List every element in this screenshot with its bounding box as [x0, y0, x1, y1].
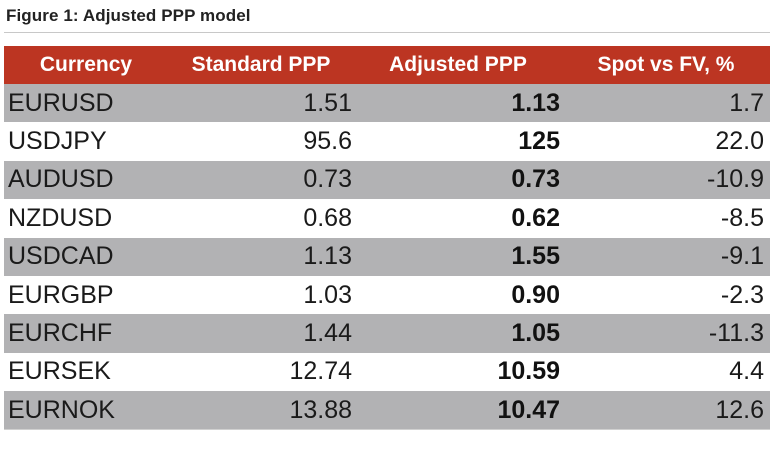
spot-vs-fv-cell: -9.1	[720, 242, 764, 271]
standard-ppp-cell: 12.74	[289, 357, 352, 386]
standard-ppp-cell: 1.13	[303, 242, 352, 271]
currency-cell: USDJPY	[8, 127, 107, 156]
table-row: EURUSD 1.51 1.13 1.7	[4, 84, 770, 123]
adjusted-ppp-cell: 1.55	[511, 242, 560, 271]
standard-ppp-cell: 95.6	[303, 127, 352, 156]
adjusted-ppp-cell: 125	[518, 127, 560, 156]
spot-vs-fv-cell: -2.3	[720, 280, 764, 309]
table-row: USDCAD 1.13 1.55 -9.1	[4, 237, 770, 276]
spot-vs-fv-cell: 1.7	[729, 88, 764, 117]
table-row: EURGBP 1.03 0.90 -2.3	[4, 275, 770, 315]
header-standard-ppp: Standard PPP	[191, 53, 331, 76]
standard-ppp-cell: 1.51	[303, 88, 352, 117]
standard-ppp-cell: 1.03	[303, 280, 352, 309]
adjusted-ppp-cell: 0.73	[511, 165, 560, 194]
adjusted-ppp-table: Currency Standard PPP Adjusted PPP Spot …	[4, 46, 770, 430]
currency-cell: EURNOK	[8, 395, 115, 424]
currency-cell: USDCAD	[8, 242, 114, 271]
table-row: AUDUSD 0.73 0.73 -10.9	[4, 160, 770, 200]
standard-ppp-cell: 0.68	[303, 203, 352, 232]
table-row: EURSEK 12.74 10.59 4.4	[4, 352, 770, 392]
table-header-row: Currency Standard PPP Adjusted PPP Spot …	[4, 46, 770, 84]
adjusted-ppp-cell: 1.05	[511, 319, 560, 348]
currency-cell: EURCHF	[8, 319, 113, 348]
header-currency: Currency	[39, 53, 133, 76]
adjusted-ppp-cell: 0.90	[511, 280, 560, 309]
standard-ppp-cell: 13.88	[289, 395, 352, 424]
standard-ppp-cell: 0.73	[303, 165, 352, 194]
figure-title: Figure 1: Adjusted PPP model	[6, 6, 251, 25]
table-row: USDJPY 95.6 125 22.0	[4, 122, 770, 161]
header-adjusted-ppp: Adjusted PPP	[389, 53, 527, 76]
adjusted-ppp-cell: 1.13	[511, 88, 560, 117]
spot-vs-fv-cell: -11.3	[708, 319, 764, 348]
currency-cell: EURUSD	[8, 88, 114, 117]
adjusted-ppp-cell: 10.59	[497, 357, 560, 386]
title-divider	[4, 32, 770, 33]
currency-cell: EURGBP	[8, 280, 114, 309]
table-row: EURNOK 13.88 10.47 12.6	[4, 391, 770, 430]
currency-cell: EURSEK	[8, 357, 111, 386]
bottom-divider	[4, 429, 770, 430]
spot-vs-fv-cell: 22.0	[715, 127, 764, 156]
standard-ppp-cell: 1.44	[303, 319, 352, 348]
spot-vs-fv-cell: 12.6	[715, 395, 764, 424]
currency-cell: AUDUSD	[8, 165, 114, 194]
spot-vs-fv-cell: 4.4	[729, 357, 764, 386]
spot-vs-fv-cell: -8.5	[720, 203, 764, 232]
table-row: NZDUSD 0.68 0.62 -8.5	[4, 199, 770, 238]
header-spot-vs-fv: Spot vs FV, %	[597, 53, 735, 76]
adjusted-ppp-cell: 0.62	[511, 203, 560, 232]
adjusted-ppp-cell: 10.47	[497, 395, 560, 424]
currency-cell: NZDUSD	[8, 203, 113, 232]
spot-vs-fv-cell: -10.9	[707, 165, 764, 194]
table-row: EURCHF 1.44 1.05 -11.3	[4, 314, 770, 353]
